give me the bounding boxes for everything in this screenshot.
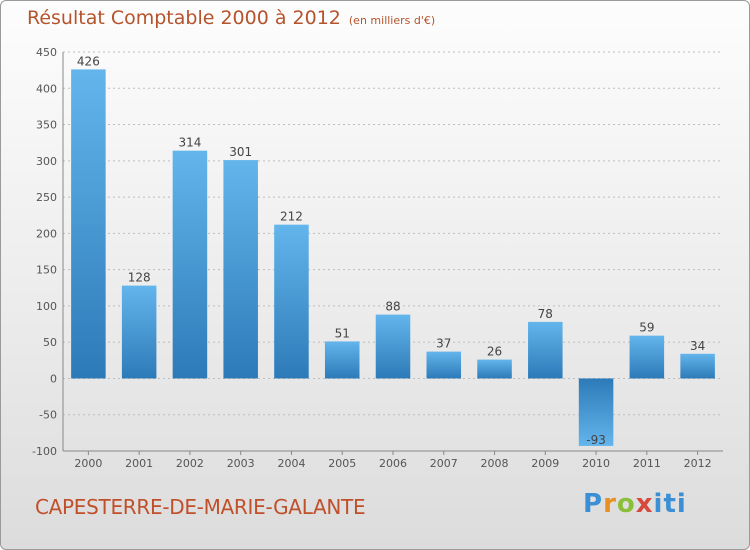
y-tick-label: 300 — [36, 155, 57, 168]
bar — [172, 150, 208, 379]
gridlines — [63, 51, 723, 452]
data-label: -93 — [586, 433, 606, 447]
y-tick-label: 400 — [36, 82, 57, 95]
x-tick-label: 2009 — [531, 457, 559, 470]
x-tick-label: 2003 — [227, 457, 255, 470]
y-tick-label: 450 — [36, 46, 57, 59]
chart-title-text: Résultat Comptable 2000 à 2012 — [27, 7, 341, 29]
x-tick-label: 2000 — [74, 457, 102, 470]
x-tick-label: 2005 — [328, 457, 356, 470]
commune-name: CAPESTERRE-DE-MARIE-GALANTE — [35, 495, 366, 519]
data-label: 426 — [77, 54, 100, 68]
y-tick-label: 200 — [36, 227, 57, 240]
data-labels: 426 128 314 301 212 51 88 37 26 78 -93 59 34 — [77, 54, 705, 447]
logo-letter-r: r — [603, 489, 617, 519]
y-tick-label: 150 — [36, 264, 57, 277]
y-tick-label: 100 — [36, 300, 57, 313]
x-tick-label: 2002 — [176, 457, 204, 470]
x-tick-label: 2012 — [684, 457, 712, 470]
bar — [375, 314, 411, 379]
bar — [680, 353, 715, 379]
data-label: 301 — [229, 145, 252, 159]
logo-letter-p: P — [583, 489, 604, 519]
x-tick-label: 2007 — [430, 457, 458, 470]
proxiti-logo[interactable]: Proxiti — [583, 489, 687, 519]
y-tick-label: 0 — [50, 372, 57, 385]
bar — [578, 378, 614, 446]
data-label: 88 — [385, 300, 400, 314]
chart-title: Résultat Comptable 2000 à 2012 (en millie… — [27, 7, 435, 29]
data-label: 212 — [280, 210, 303, 224]
x-tick-label: 2010 — [582, 457, 610, 470]
x-tick-label: 2004 — [277, 457, 305, 470]
bar — [223, 160, 258, 379]
bar — [629, 335, 665, 379]
bar — [274, 224, 309, 379]
y-tick-label: 250 — [36, 191, 57, 204]
x-tick-label: 2008 — [481, 457, 509, 470]
bars — [71, 69, 715, 446]
x-tick-label: 2011 — [633, 457, 661, 470]
bar — [324, 341, 360, 379]
logo-letter-o: o — [616, 489, 636, 519]
data-label: 128 — [128, 271, 151, 285]
bar — [528, 321, 563, 379]
data-label: 59 — [639, 321, 654, 335]
x-tick-label: 2001 — [125, 457, 153, 470]
bar — [121, 285, 157, 379]
y-tick-label: 350 — [36, 119, 57, 132]
data-label: 37 — [436, 337, 451, 351]
bar — [71, 69, 106, 379]
data-label: 26 — [487, 345, 502, 359]
chart-unit-note: (en milliers d'€) — [348, 14, 436, 27]
logo-letter-x: x — [635, 489, 654, 519]
axes: -100 -50 0 50 100 150 200 250 300 350 400 450 2000 20… — [32, 46, 723, 470]
data-label: 314 — [178, 136, 201, 150]
bar — [477, 359, 512, 379]
data-label: 51 — [335, 326, 350, 340]
y-tick-label: -100 — [32, 445, 57, 458]
y-tick-label: -50 — [39, 409, 57, 422]
data-label: 34 — [690, 339, 705, 353]
x-tick-label: 2006 — [379, 457, 407, 470]
data-label: 78 — [538, 307, 553, 321]
logo-letters-iti: iti — [653, 489, 687, 519]
y-tick-label: 50 — [43, 336, 57, 349]
bar — [426, 351, 462, 379]
